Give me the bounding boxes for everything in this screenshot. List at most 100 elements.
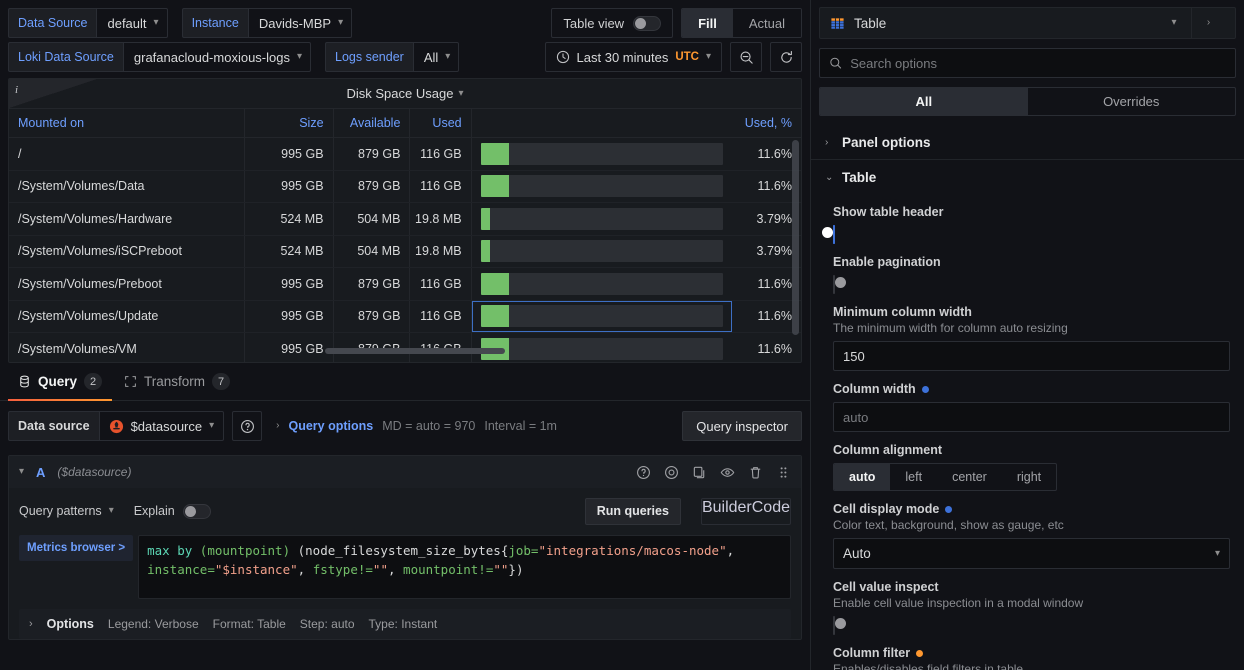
variable-datasource-picker[interactable]: default ▾	[96, 8, 168, 38]
expr-mountpoint-value: ""	[493, 562, 509, 577]
table-vertical-scrollbar[interactable]	[792, 140, 799, 335]
table-row[interactable]: /System/Volumes/iSCPreboot 524 MB 504 MB 19…	[9, 235, 801, 268]
cell-value-inspect-switch[interactable]	[833, 616, 846, 635]
datasource-help-button[interactable]	[232, 411, 263, 441]
cell-mounted-on: /System/Volumes/Hardware	[9, 203, 245, 235]
chevron-down-icon: ▾	[108, 505, 114, 516]
builder-code-group[interactable]: Builder Code	[700, 497, 791, 525]
section-table-header[interactable]: ⌄ Table	[811, 160, 1244, 194]
visualization-picker[interactable]: Table ▾ ›	[819, 7, 1236, 39]
query-patterns-label: Query patterns	[19, 504, 102, 518]
chevron-down-icon: ▾	[1214, 547, 1220, 559]
table-row[interactable]: /System/Volumes/Data 995 GB 879 GB 116 GB 11…	[9, 170, 801, 203]
cell-available: 879 GB	[334, 170, 411, 202]
expr-fstype-key: fstype!=	[312, 562, 373, 577]
column-header-used-pct[interactable]: Used, %	[744, 116, 792, 130]
column-header-used[interactable]: Used	[410, 109, 472, 137]
cell-gauge	[472, 203, 732, 235]
copy-icon[interactable]	[692, 465, 707, 480]
minimum-column-width-input[interactable]: 150	[833, 341, 1230, 371]
code-button[interactable]: Code	[751, 498, 790, 516]
column-header-mounted-on[interactable]: Mounted on	[9, 109, 245, 137]
cell-mounted-on: /System/Volumes/Update	[9, 300, 245, 332]
column-header-available[interactable]: Available	[334, 109, 411, 137]
search-options-box[interactable]	[819, 48, 1236, 78]
chevron-down-icon[interactable]: ▾	[19, 466, 25, 477]
table-row[interactable]: /System/Volumes/Preboot 995 GB 879 GB 116 G…	[9, 268, 801, 301]
table-row[interactable]: /System/Volumes/Hardware 524 MB 504 MB 19.8…	[9, 203, 801, 236]
table-horizontal-scrollbar[interactable]	[325, 348, 505, 354]
metrics-browser-button[interactable]: Metrics browser >	[19, 535, 134, 561]
tab-overrides[interactable]: Overrides	[1103, 94, 1160, 109]
query-options-label[interactable]: Query options	[288, 419, 374, 433]
fill-button[interactable]: Fill	[682, 9, 733, 37]
viz-collapse-button[interactable]: ▾	[1157, 8, 1191, 39]
tab-all[interactable]: All	[820, 88, 1028, 115]
show-table-header-switch[interactable]	[822, 225, 835, 244]
options-filter-tabs[interactable]: All Overrides	[819, 87, 1236, 116]
promql-expression[interactable]: max by (mountpoint) (node_filesystem_siz…	[138, 535, 791, 599]
table-row[interactable]: /System/Volumes/Update 995 GB 879 GB 116 GB…	[9, 300, 801, 333]
variable-instance[interactable]: Instance Davids-MBP ▾	[181, 8, 353, 38]
time-range-picker[interactable]: Last 30 minutes UTC ▾	[544, 42, 722, 72]
column-width-input[interactable]: auto	[833, 402, 1230, 432]
align-center-button[interactable]: center	[952, 470, 987, 484]
refresh-button[interactable]	[770, 42, 802, 72]
align-auto-button[interactable]: auto	[834, 464, 891, 490]
fill-actual-group[interactable]: Fill Actual	[681, 8, 802, 38]
target-icon[interactable]	[664, 465, 679, 480]
column-header-gauge[interactable]	[472, 109, 732, 137]
variable-logs-sender[interactable]: Logs sender All ▾	[325, 42, 460, 72]
variable-loki-datasource[interactable]: Loki Data Source grafanacloud-moxious-lo…	[8, 42, 312, 72]
builder-button[interactable]: Builder	[701, 498, 752, 516]
explain-toggle[interactable]: Explain	[134, 503, 211, 519]
align-left-button[interactable]: left	[905, 470, 923, 484]
usage-gauge	[480, 175, 723, 198]
panel-info-corner[interactable]: i	[9, 79, 97, 108]
tab-query[interactable]: Query 2	[8, 363, 113, 401]
query-options-summary-row[interactable]: › Options Legend: Verbose Format: Table …	[19, 609, 791, 639]
transform-icon	[125, 376, 136, 387]
editor-tabs: Query 2 Transform 7	[0, 363, 810, 401]
table-view-switch[interactable]	[633, 15, 662, 31]
query-ref-id[interactable]: A	[36, 464, 46, 480]
cell-available: 879 GB	[334, 300, 411, 332]
column-header-size[interactable]: Size	[245, 109, 334, 137]
query-inspector-button[interactable]: Query inspector	[682, 411, 802, 441]
panel-title[interactable]: Disk Space Usage ▾	[347, 86, 464, 101]
variable-loki-datasource-picker[interactable]: grafanacloud-moxious-logs ▾	[122, 42, 312, 72]
chevron-right-icon[interactable]: ›	[276, 420, 280, 431]
variable-logs-sender-picker[interactable]: All ▾	[412, 42, 460, 72]
run-queries-button[interactable]: Run queries	[584, 497, 681, 525]
cell-gauge	[472, 236, 732, 268]
help-circle-icon[interactable]	[636, 465, 651, 480]
actual-button[interactable]: Actual	[732, 9, 801, 37]
field-minimum-column-width-desc: The minimum width for column auto resizi…	[833, 321, 1068, 335]
zoom-out-button[interactable]	[730, 42, 762, 72]
field-minimum-column-width: Minimum column width The minimum width f…	[833, 305, 1230, 371]
query-editor-body: Query patterns ▾ Explain Run queries Bui…	[9, 488, 801, 639]
table-row[interactable]: /995 GB 879 GB 116 GB 11.6%	[9, 138, 801, 171]
eye-icon[interactable]	[720, 465, 735, 480]
variable-datasource[interactable]: Data Source default ▾	[8, 8, 168, 38]
tab-transform[interactable]: Transform 7	[114, 363, 240, 400]
search-options-input[interactable]	[850, 55, 1226, 71]
viz-close-pane-button[interactable]: ›	[1191, 7, 1225, 39]
variable-instance-picker[interactable]: Davids-MBP ▾	[247, 8, 353, 38]
cell-display-mode-select[interactable]: Auto ▾	[833, 538, 1230, 569]
enable-pagination-switch[interactable]	[833, 275, 846, 294]
expr-fstype-value: ""	[372, 562, 388, 577]
query-patterns-dropdown[interactable]: Query patterns ▾	[19, 504, 114, 518]
data-source-picker[interactable]: $datasource ▾	[98, 411, 225, 441]
section-panel-options-header[interactable]: › Panel options	[811, 125, 1244, 159]
explain-switch[interactable]	[182, 503, 211, 519]
trash-icon[interactable]	[748, 465, 763, 480]
column-alignment-group[interactable]: auto left center right	[833, 463, 1058, 491]
drag-handle-icon[interactable]	[776, 465, 791, 480]
table-header-row: Mounted on Size Available Used Used, %	[9, 108, 801, 138]
table-view-toggle[interactable]: Table view	[551, 8, 674, 38]
toolbar-right-group-2: Last 30 minutes UTC ▾	[544, 42, 802, 72]
cell-gauge	[472, 171, 732, 203]
usage-gauge	[480, 337, 723, 360]
align-right-button[interactable]: right	[1016, 470, 1042, 484]
